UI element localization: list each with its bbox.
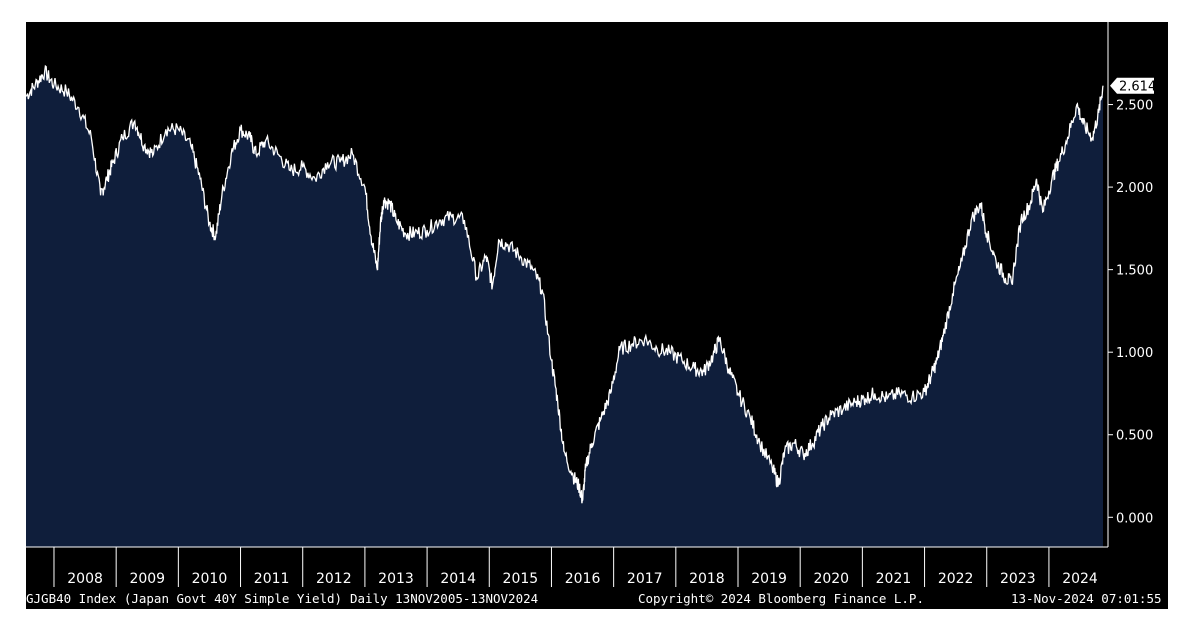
footer-security: GJGB40 Index (Japan Govt 40Y Simple Yiel…: [26, 591, 343, 606]
x-tick-label: 2021: [876, 571, 912, 587]
x-axis: 2008 2009 2010 2011 2012 2013 2014 2015 2016 2017…: [26, 546, 1108, 587]
last-value-flag: [1110, 77, 1154, 94]
y-tick-label: 2.000: [1116, 181, 1153, 196]
footer-timestamp: 13-Nov-2024 07:01:55: [1011, 591, 1162, 606]
x-tick-label: 2013: [378, 571, 414, 587]
x-tick-label: 2009: [129, 571, 165, 587]
y-tick-label: 2.500: [1116, 99, 1153, 114]
x-tick-label: 2015: [503, 571, 539, 587]
x-tick-label: 2023: [1000, 571, 1036, 587]
last-value-label: 2.614: [1119, 80, 1156, 95]
y-tick-label: 1.000: [1116, 346, 1153, 361]
x-tick-label: 2018: [689, 571, 725, 587]
x-tick-label: 2011: [254, 571, 290, 587]
x-tick-label: 2024: [1062, 571, 1098, 587]
x-tick-label: 2014: [440, 571, 476, 587]
x-tick-label: 2019: [751, 571, 787, 587]
y-tick-label: 1.500: [1116, 264, 1153, 279]
x-tick-label: 2010: [192, 571, 228, 587]
x-tick-label: 2016: [565, 571, 601, 587]
yield-line: [26, 64, 1104, 504]
x-tick-label: 2020: [813, 571, 849, 587]
y-tick-label: 0.500: [1116, 429, 1153, 444]
x-tick-label: 2017: [627, 571, 663, 587]
area-fill: [26, 66, 1103, 547]
x-tick-label: 2022: [938, 571, 974, 587]
y-tick-label: 0.000: [1116, 511, 1153, 526]
last-value-marker: 2.614: [1110, 77, 1156, 95]
y-axis: 0.000 0.500 1.000 1.500 2.000 2.500: [1107, 22, 1153, 547]
x-tick-label: 2008: [67, 571, 103, 587]
x-tick-label: 2012: [316, 571, 352, 587]
footer-range: Daily 13NOV2005-13NOV2024: [350, 591, 539, 606]
terminal-panel: 0.000 0.500 1.000 1.500 2.000 2.500 2008 2009 2…: [26, 22, 1168, 609]
footer-copyright: Copyright© 2024 Bloomberg Finance L.P.: [638, 591, 924, 606]
